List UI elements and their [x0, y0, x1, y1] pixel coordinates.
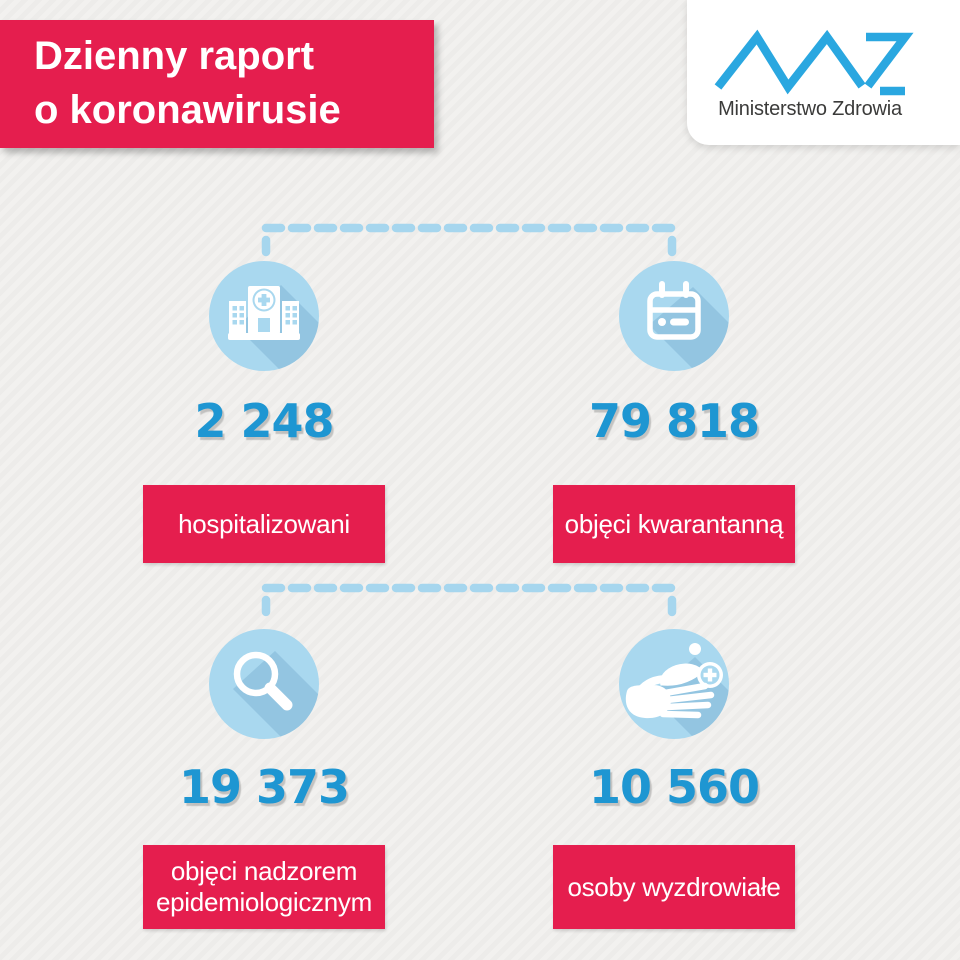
ministry-logo-icon [714, 29, 914, 96]
hospital-icon [209, 261, 319, 371]
hand-care-icon [619, 629, 729, 739]
title-line1: Dzienny raport [34, 34, 315, 78]
stat-value: 2 248 [194, 394, 334, 448]
ministry-logo-card: Ministerstwo Zdrowia [687, 0, 960, 145]
ministry-name: Ministerstwo Zdrowia [718, 98, 902, 120]
stat-surveillance: 19 373 objęci nadzorem epidemiologicznym [114, 629, 414, 934]
stat-value: 19 373 [178, 760, 350, 814]
connector-line-bottom [261, 583, 677, 617]
stat-label: osoby wyzdrowiałe [553, 845, 795, 929]
stat-hospitalized: 2 248 hospitalizowani [114, 261, 414, 566]
title-line2: o koronawirusie [34, 88, 341, 132]
stat-value: 10 560 [588, 760, 760, 814]
stat-value: 79 818 [588, 394, 760, 448]
calendar-icon [619, 261, 729, 371]
stat-quarantined: 79 818 objęci kwarantanną [524, 261, 824, 566]
stat-label: hospitalizowani [143, 485, 385, 563]
magnifier-icon [209, 629, 319, 739]
title-banner: Dzienny raport o koronawirusie [0, 20, 434, 148]
stat-label: objęci nadzorem epidemiologicznym [143, 845, 385, 929]
stat-label: objęci kwarantanną [553, 485, 795, 563]
connector-line-top [261, 223, 677, 257]
stat-recovered: 10 560 osoby wyzdrowiałe [524, 629, 824, 934]
